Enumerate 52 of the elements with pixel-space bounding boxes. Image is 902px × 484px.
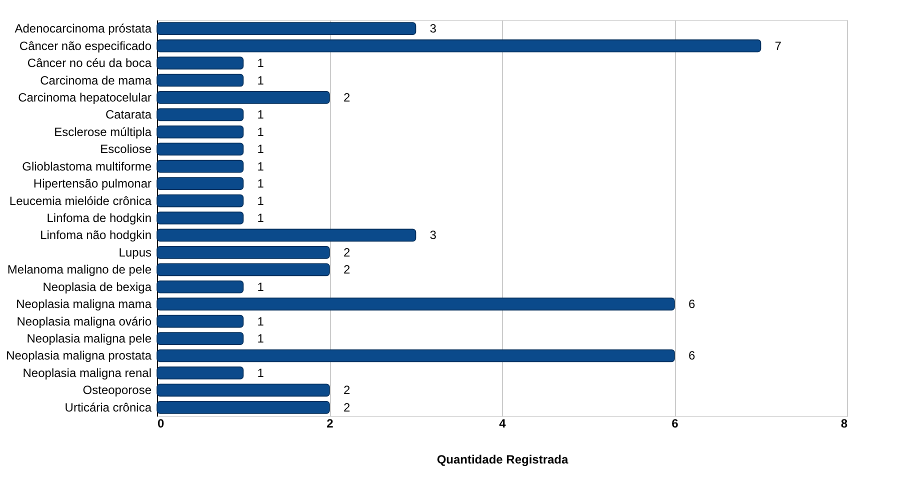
data-label: 1	[257, 73, 264, 88]
x-tick-label: 8	[840, 416, 848, 430]
y-tick-label: Carcinoma hepatocelular	[18, 90, 152, 104]
y-tick-label: Hipertensão pulmonar	[33, 176, 152, 191]
data-label: 1	[257, 159, 264, 174]
y-tick-label: Glioblastoma multiforme	[22, 159, 152, 174]
x-tick-label: 2	[326, 416, 334, 430]
y-tick-label: Neoplasia maligna mama	[16, 297, 152, 312]
y-tick-label: Neoplasia maligna pele	[26, 332, 152, 346]
y-tick-label: Neoplasia maligna ovário	[16, 314, 152, 328]
y-tick-label: Neoplasia de bexiga	[42, 280, 152, 294]
data-label: 1	[257, 176, 264, 191]
data-label: 2	[344, 245, 350, 260]
y-tick-label: Esclerose múltipla	[54, 124, 152, 139]
y-tick-label: Catarata	[105, 108, 152, 122]
y-tick-label: Linfoma não hodgkin	[40, 228, 152, 242]
y-tick-label: Neoplasia maligna renal	[22, 366, 152, 380]
data-label: 1	[257, 108, 264, 122]
y-tick-label: Carcinoma de mama	[40, 73, 152, 88]
data-label: 1	[257, 366, 264, 380]
data-label: 2	[344, 262, 350, 277]
data-label: 6	[688, 348, 696, 363]
y-tick-label: Adenocarcinoma próstata	[14, 22, 152, 36]
data-label: 6	[688, 297, 696, 312]
x-tick-label: 4	[499, 416, 506, 430]
y-tick-label: Escoliose	[100, 142, 152, 156]
data-label: 7	[774, 38, 782, 53]
data-label: 1	[257, 332, 264, 346]
data-label: 1	[257, 142, 264, 156]
y-tick-label: Câncer no céu da boca	[27, 56, 152, 70]
y-tick-label: Urticária crônica	[64, 400, 152, 414]
data-label: 3	[430, 22, 437, 36]
data-label: 1	[257, 314, 264, 328]
y-tick-label: Neoplasia maligna prostata	[6, 348, 152, 363]
x-tick-label: 0	[158, 416, 164, 430]
x-tick-label: 6	[672, 416, 679, 430]
data-label: 2	[344, 383, 350, 398]
y-tick-label: Leucemia mielóide crônica	[9, 194, 152, 208]
data-label: 1	[257, 124, 264, 139]
data-label: 2	[344, 400, 350, 414]
y-tick-label: Linfoma de hodgkin	[46, 211, 152, 225]
data-label: 1	[257, 56, 264, 70]
y-tick-label: Câncer não especificado	[19, 38, 152, 53]
data-label: 2	[344, 90, 350, 104]
data-label: 1	[257, 211, 264, 225]
data-label: 1	[257, 280, 264, 294]
y-tick-label: Lupus	[118, 245, 152, 260]
x-axis-title: Quantidade Registrada	[436, 452, 568, 466]
data-label: 3	[430, 228, 437, 242]
data-label: 1	[257, 194, 264, 208]
y-tick-label: Melanoma maligno de pele	[7, 262, 152, 277]
y-tick-label: Osteoporose	[82, 383, 152, 398]
